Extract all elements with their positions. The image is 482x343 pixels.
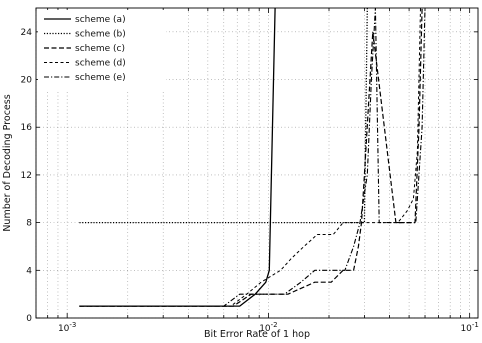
- legend-box: [38, 10, 166, 90]
- legend-label: scheme (b): [75, 30, 126, 40]
- plot-frame: [35, 7, 479, 319]
- y-tick-label: 4: [26, 266, 32, 276]
- legend-label: scheme (a): [75, 15, 126, 25]
- x-tick-label: 10-1: [460, 321, 478, 334]
- legend-label: scheme (c): [75, 44, 125, 54]
- series-line-4: [79, 8, 421, 307]
- y-tick-label: 8: [26, 219, 32, 229]
- legend-label: scheme (e): [75, 73, 126, 83]
- x-tick-label: 10-2: [259, 321, 277, 334]
- series-line-2: [79, 8, 368, 224]
- y-tick-label: 16: [21, 123, 33, 133]
- series-line-5: [79, 8, 426, 307]
- series-lines: [79, 8, 426, 307]
- y-tick-label: 12: [21, 171, 32, 181]
- y-tick-label: 20: [21, 76, 33, 86]
- legend: scheme (a) scheme (b) scheme (c) scheme (d)…: [38, 10, 166, 90]
- legend-label: scheme (d): [75, 59, 126, 69]
- y-axis-label: Number of Decoding Process: [2, 94, 13, 231]
- x-tick-label: 10-3: [58, 321, 76, 334]
- y-tick-label: 0: [26, 314, 32, 324]
- x-axis-label: Bit Error Rate of 1 hop: [204, 329, 310, 340]
- y-tick-label: 24: [21, 28, 33, 38]
